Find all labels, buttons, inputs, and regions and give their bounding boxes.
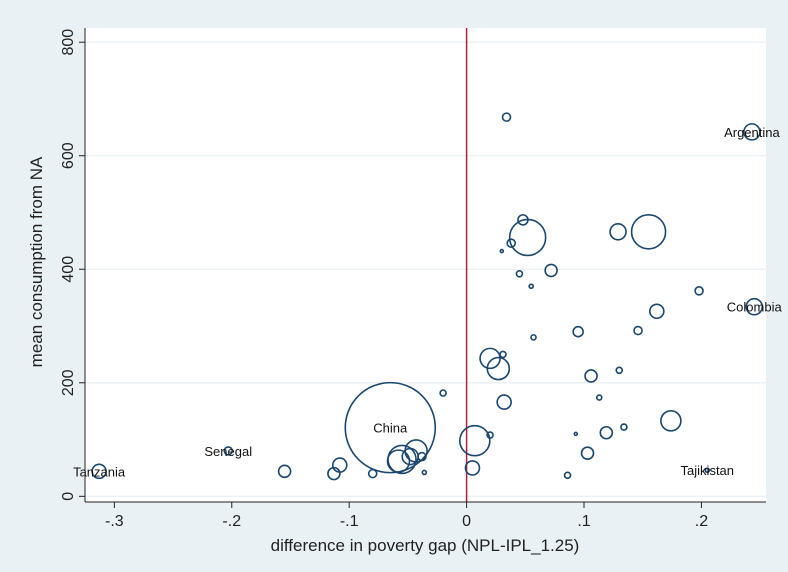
gridlines [85,41,766,497]
data-point-35 [595,394,603,401]
data-point-13 [439,389,447,397]
data-points [91,112,764,481]
point-label-tanzania: Tanzania [73,464,126,479]
data-point-34 [584,369,598,383]
x-tick-label-4: .1 [577,513,590,530]
data-point-21 [499,248,505,254]
y-axis-title: mean consumption from NA [27,156,46,367]
data-point-37 [609,222,627,241]
data-point-28 [530,334,537,341]
data-point-36 [599,425,614,440]
plot-area [85,28,766,502]
data-point-8 [387,444,417,475]
axes: 0 200 400 600 800 -.3 -.2 -.1 0 .1 .2 [60,28,766,530]
data-point-0 [91,463,107,480]
point-labels: Tanzania Senegal China Tajikistan Argentina C… [73,125,782,479]
y-tick-label-0: 0 [60,492,77,501]
data-point-44 [694,286,704,296]
data-point-16 [486,431,494,439]
x-tick-label-1: -.2 [222,513,241,530]
x-tick-label-2: -.1 [340,513,359,530]
data-point-39 [620,423,628,431]
data-point-42 [649,303,665,320]
data-point-47 [745,297,764,316]
data-point-3 [277,464,292,479]
data-point-24 [515,269,524,278]
data-point-19 [496,394,512,410]
data-point-32 [572,325,584,338]
point-label-argentina: Argentina [724,125,780,140]
data-point-33 [580,446,595,460]
data-point-31 [573,431,579,437]
data-point-30 [563,471,572,480]
data-point-38 [615,366,624,375]
data-point-10 [404,439,428,463]
data-point-18 [486,356,511,381]
data-point-20 [499,350,507,359]
data-point-15 [459,424,491,457]
data-point-41 [630,213,667,250]
point-label-china: China [373,421,408,436]
point-label-tajikistan: Tajikistan [681,463,734,478]
x-tick-label-0: -.3 [105,513,124,530]
data-point-40 [633,325,643,336]
y-tick-label-800: 800 [60,29,77,56]
data-point-43 [660,410,682,432]
data-point-46 [743,123,761,141]
point-label-colombia: Colombia [727,300,783,315]
data-point-45 [704,467,711,474]
data-point-23 [506,238,517,248]
data-point-29 [544,263,558,278]
data-point-11 [417,451,427,462]
x-tick-label-5: .2 [695,513,708,530]
x-tick-label-3: 0 [462,513,471,530]
data-point-14 [464,460,481,476]
data-point-22 [501,112,512,122]
data-point-2 [344,381,437,474]
y-tick-label-600: 600 [60,142,77,169]
data-point-26 [508,218,547,257]
y-tick-label-200: 200 [60,369,77,396]
data-point-5 [331,457,348,473]
point-label-senegal: Senegal [204,444,252,459]
data-point-27 [528,283,534,290]
y-tick-label-400: 400 [60,256,77,283]
data-point-6 [367,468,378,479]
data-point-12 [421,469,428,476]
x-axis-title: difference in poverty gap (NPL-IPL_1.25) [271,536,580,555]
data-point-1 [223,446,234,456]
